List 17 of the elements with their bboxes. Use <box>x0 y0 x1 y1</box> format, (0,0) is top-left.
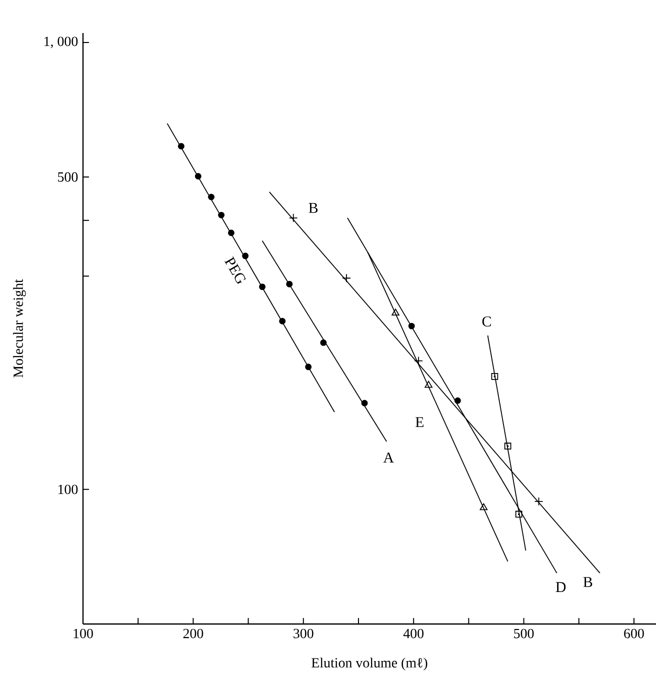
series-label: E <box>416 417 424 428</box>
y-tick-label: 100 <box>58 484 78 494</box>
text: B <box>308 203 318 213</box>
x-axis-title: Elution volume (mℓ) <box>312 658 428 670</box>
x-tick-label: 600 <box>624 628 644 638</box>
series-label: D <box>556 582 566 592</box>
x-tick-label: 400 <box>403 628 424 638</box>
series-label: C <box>482 316 491 327</box>
x-tick-label: 200 <box>183 628 204 638</box>
x-tick-label: 100 <box>74 628 93 638</box>
x-tick-label: 300 <box>294 628 314 638</box>
series-label: A <box>383 452 394 462</box>
y-axis-title: Molecular weight <box>13 279 26 378</box>
series-label: B <box>583 577 592 587</box>
x-tick-label: 500 <box>514 628 534 638</box>
y-tick-label: 1, 000 <box>44 36 78 48</box>
y-tick-label: 500 <box>58 172 78 182</box>
